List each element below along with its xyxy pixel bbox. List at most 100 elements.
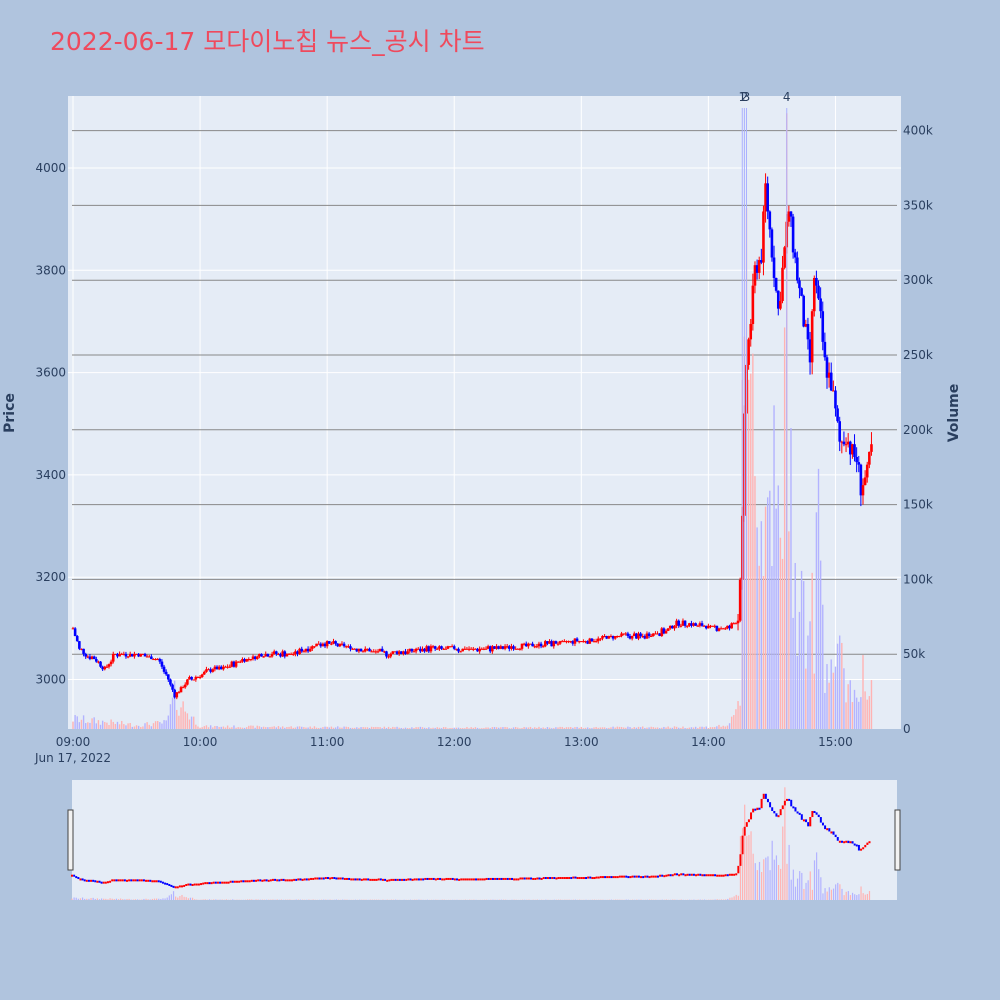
mini-candle — [747, 819, 750, 823]
volume-bar — [201, 727, 203, 729]
candle-body — [537, 643, 541, 647]
mini-candle — [117, 879, 120, 882]
candle-body — [757, 260, 761, 273]
mini-candle — [572, 876, 575, 879]
volume-bar — [243, 727, 246, 729]
volume-bar — [658, 728, 661, 729]
mini-candle — [530, 877, 533, 880]
volume-bar — [580, 726, 583, 729]
mini-candle — [288, 879, 291, 882]
mini-volume-bar — [75, 897, 77, 900]
volume-bar — [777, 485, 779, 729]
mini-candle — [703, 874, 706, 877]
range-slider-left-handle[interactable] — [67, 809, 74, 871]
volume-bar — [341, 727, 343, 729]
volume-bar — [176, 709, 178, 729]
candle-body — [838, 421, 841, 442]
candle-body — [277, 653, 280, 655]
candle-body — [164, 671, 168, 675]
candle-body — [145, 656, 149, 658]
mini-candle — [365, 878, 368, 881]
candle-body — [802, 295, 805, 327]
volume-bar — [487, 727, 489, 729]
mini-candle — [138, 879, 141, 882]
candle-body — [359, 648, 363, 652]
volume-bar — [614, 727, 616, 729]
mini-candle — [204, 882, 207, 885]
volume-bar — [502, 727, 504, 729]
candle-body — [133, 653, 136, 657]
volume-bar — [358, 727, 360, 729]
candle-body — [393, 651, 397, 653]
candle-body — [313, 646, 316, 648]
mini-candle — [200, 883, 203, 886]
volume-bar — [542, 727, 544, 729]
candle-body — [75, 636, 79, 642]
candle-body — [599, 638, 602, 640]
candle-body — [783, 247, 786, 268]
volume-bar — [686, 728, 688, 729]
candle-body — [412, 651, 416, 653]
volume-bar — [694, 726, 697, 729]
candle-body — [73, 628, 77, 637]
candle-body — [308, 648, 312, 652]
volume-bar — [830, 659, 832, 729]
candle-body — [156, 659, 160, 661]
candle-body — [101, 666, 104, 670]
mini-candle — [527, 877, 530, 880]
mini-candle — [633, 875, 636, 878]
volume-bar — [858, 701, 860, 729]
volume-bar — [402, 728, 405, 729]
mini-candle — [580, 877, 583, 880]
volume-bar — [692, 727, 695, 729]
range-slider[interactable] — [67, 780, 901, 900]
volume-bar — [76, 716, 78, 729]
mini-candle — [430, 877, 433, 880]
volume-bar — [400, 727, 402, 729]
mini-candle — [491, 877, 494, 880]
candle-body — [469, 648, 473, 650]
mini-volume-bar — [185, 897, 187, 900]
candle-body — [662, 628, 666, 634]
candle-body — [118, 653, 121, 657]
candle-body — [815, 277, 818, 286]
chart-title: 2022-06-17 모다이노칩 뉴스_공시 차트 — [50, 27, 485, 56]
volume-bar — [766, 497, 769, 729]
volume-bar — [381, 728, 383, 729]
mini-candle — [375, 878, 378, 881]
mini-candle — [826, 828, 829, 831]
volume-bar — [828, 682, 830, 729]
candle-body — [283, 651, 287, 657]
news-marker-label[interactable]: 1 — [738, 90, 746, 104]
mini-candle — [686, 873, 689, 876]
volume-bar — [396, 726, 398, 729]
candle-body — [510, 646, 513, 649]
candle-body — [353, 648, 356, 650]
candle-body — [770, 229, 774, 258]
volume-bar — [121, 720, 123, 729]
candle-body — [840, 441, 844, 443]
volume-bar — [680, 727, 682, 729]
news-marker-label[interactable]: 4 — [783, 90, 791, 104]
candle-body — [709, 625, 712, 627]
candle-body — [366, 648, 369, 650]
volume-bar — [682, 726, 684, 729]
volume-bar — [87, 722, 89, 729]
candle-body — [90, 656, 94, 660]
range-slider-right-handle[interactable] — [894, 809, 901, 871]
mini-volume-bar — [773, 859, 775, 900]
volume-bar — [337, 726, 339, 729]
volume-bar — [563, 727, 566, 729]
mini-candle — [255, 879, 258, 882]
mini-candle — [428, 877, 431, 880]
news-marker-label[interactable]: 3 — [743, 90, 751, 104]
candle-body — [372, 651, 376, 653]
news-marker-label[interactable]: 2 — [741, 90, 749, 104]
mini-candle — [574, 876, 577, 879]
volume-bar — [222, 726, 225, 729]
candle-body — [810, 311, 814, 363]
mini-candle — [350, 878, 353, 881]
mini-candle — [324, 877, 327, 880]
volume-bars — [72, 113, 873, 729]
candle-body — [211, 669, 215, 672]
